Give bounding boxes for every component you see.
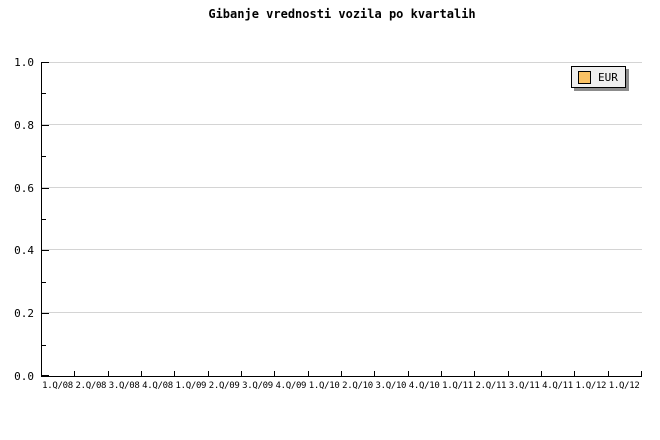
x-tick xyxy=(274,371,275,376)
y-major-tick xyxy=(42,125,49,126)
gridline-y xyxy=(42,62,642,63)
x-axis-tick-label: 3.Q/10 xyxy=(375,381,407,391)
gridline-y xyxy=(42,312,642,313)
x-tick xyxy=(574,371,575,376)
x-tick xyxy=(374,371,375,376)
x-axis-tick-label: 2.Q/11 xyxy=(475,381,507,391)
y-major-tick xyxy=(42,62,49,63)
x-tick xyxy=(474,371,475,376)
y-axis-tick-label: 1.0 xyxy=(14,56,34,69)
x-axis-tick-label: 3.Q/08 xyxy=(108,381,140,391)
x-tick xyxy=(408,371,409,376)
y-axis-labels: 0.0 0.2 0.4 0.6 0.8 1.0 xyxy=(0,57,34,382)
x-axis-labels: 1.Q/08 2.Q/08 3.Q/08 4.Q/08 1.Q/09 2.Q/09 3.Q/… xyxy=(41,381,641,393)
y-minor-tick xyxy=(42,156,46,157)
x-axis-tick-label: 4.Q/10 xyxy=(408,381,440,391)
legend-swatch-eur xyxy=(578,70,591,84)
x-tick xyxy=(74,371,75,376)
x-axis-tick-label: 1.Q/09 xyxy=(175,381,207,391)
x-tick xyxy=(341,371,342,376)
x-axis-tick-label: 2.Q/08 xyxy=(75,381,107,391)
legend: EUR xyxy=(571,66,626,88)
x-axis-tick-label: 1.Q/12 xyxy=(575,381,607,391)
x-axis-tick-label: 1.Q/08 xyxy=(42,381,73,391)
x-tick xyxy=(108,371,109,376)
x-axis-tick-label: 2.Q/09 xyxy=(208,381,240,391)
y-minor-tick xyxy=(42,93,46,94)
x-tick xyxy=(541,371,542,376)
y-minor-tick xyxy=(42,282,46,283)
x-tick xyxy=(641,371,642,376)
y-minor-tick xyxy=(42,219,46,220)
y-major-tick xyxy=(42,188,49,189)
gridline-y xyxy=(42,187,642,188)
x-axis-tick-label: 4.Q/11 xyxy=(542,381,573,391)
x-axis-tick-label: 4.Q/09 xyxy=(275,381,307,391)
legend-label-eur: EUR xyxy=(598,70,618,84)
x-tick xyxy=(308,371,309,376)
gridline-y xyxy=(42,124,642,125)
y-axis-tick-label: 0.8 xyxy=(14,119,34,132)
chart-title: Gibanje vrednosti vozila po kvartalih xyxy=(208,7,476,21)
x-axis-tick-label: 2.Q/10 xyxy=(342,381,373,391)
plot-area xyxy=(41,62,642,377)
x-tick xyxy=(508,371,509,376)
y-major-tick xyxy=(42,313,49,314)
gridline-y xyxy=(42,249,642,250)
x-tick xyxy=(608,371,609,376)
y-major-tick xyxy=(42,250,49,251)
x-axis-tick-label: 1.Q/12 xyxy=(608,381,640,391)
y-axis-tick-label: 0.2 xyxy=(14,307,34,320)
x-axis-tick-label: 1.Q/10 xyxy=(308,381,340,391)
y-major-tick xyxy=(42,375,49,376)
x-axis-tick-label: 3.Q/09 xyxy=(242,381,273,391)
x-axis-tick-label: 1.Q/11 xyxy=(442,381,473,391)
y-minor-tick xyxy=(42,345,46,346)
x-axis-tick-label: 3.Q/11 xyxy=(508,381,540,391)
x-tick xyxy=(208,371,209,376)
x-tick xyxy=(441,371,442,376)
y-axis-tick-label: 0.0 xyxy=(14,370,34,383)
x-axis-tick-label: 4.Q/08 xyxy=(142,381,173,391)
y-axis-tick-label: 0.6 xyxy=(14,182,34,195)
x-tick xyxy=(141,371,142,376)
y-axis-tick-label: 0.4 xyxy=(14,244,34,257)
x-tick xyxy=(241,371,242,376)
x-tick xyxy=(174,371,175,376)
